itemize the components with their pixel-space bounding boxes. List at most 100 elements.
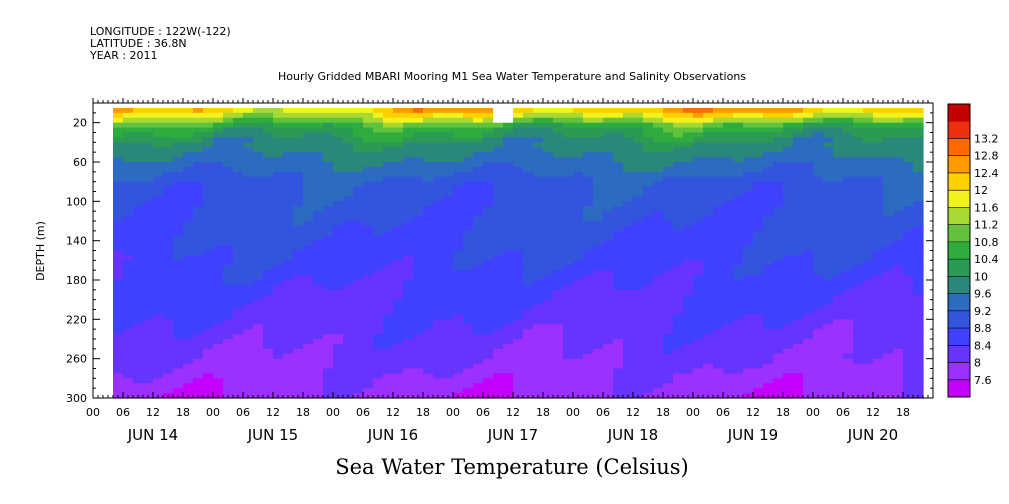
heatmap-cell: [383, 363, 394, 370]
heatmap-cell: [493, 181, 504, 188]
heatmap-cell: [273, 142, 284, 148]
heatmap-cell: [423, 147, 434, 153]
heatmap-cell: [443, 260, 454, 266]
heatmap-cell: [293, 284, 304, 291]
heatmap-cell: [303, 314, 314, 320]
heatmap-cell: [863, 127, 874, 134]
heatmap-cell: [743, 142, 754, 148]
heatmap-cell: [123, 275, 134, 281]
heatmap-cell: [763, 343, 774, 350]
heatmap-cell: [203, 275, 214, 281]
heatmap-cell: [163, 235, 174, 242]
heatmap-cell: [373, 309, 384, 316]
heatmap-cell: [883, 132, 894, 139]
heatmap-cell: [603, 107, 614, 114]
heatmap-cell: [183, 147, 194, 153]
heatmap-cell: [693, 343, 704, 350]
heatmap-cell: [543, 191, 554, 198]
heatmap-cell: [523, 304, 534, 311]
heatmap-cell: [233, 270, 244, 276]
heatmap-cell: [233, 363, 244, 370]
heatmap-cell: [313, 363, 324, 370]
heatmap-cell: [913, 196, 924, 202]
heatmap-cell: [273, 250, 284, 257]
heatmap-cell: [693, 265, 704, 271]
heatmap-cell: [303, 201, 314, 207]
heatmap-cell: [553, 304, 564, 311]
heatmap-cell: [113, 358, 124, 365]
heatmap-cell: [313, 147, 324, 153]
heatmap-cell: [393, 299, 404, 306]
heatmap-cell: [653, 388, 664, 394]
heatmap-cell: [333, 343, 344, 350]
heatmap-cell: [843, 201, 854, 207]
heatmap-cell: [663, 137, 674, 143]
heatmap-cell: [853, 122, 864, 129]
heatmap-cell: [153, 107, 164, 114]
heatmap-cell: [653, 383, 664, 389]
heatmap-cell: [833, 112, 844, 119]
heatmap-cell: [313, 112, 324, 119]
heatmap-cell: [353, 358, 364, 365]
colorbar-frame: [947, 103, 971, 398]
heatmap-cell: [303, 142, 314, 148]
heatmap-cell: [123, 373, 134, 379]
heatmap-cell: [323, 388, 334, 394]
heatmap-cell: [193, 343, 204, 350]
heatmap-cell: [303, 112, 314, 119]
heatmap-cell: [363, 157, 374, 163]
colorbar-swatch: [948, 207, 970, 226]
heatmap-cell: [593, 181, 604, 188]
heatmap-cell: [213, 186, 224, 193]
heatmap-cell: [913, 304, 924, 311]
heatmap-cell: [273, 304, 284, 311]
heatmap-cell: [913, 270, 924, 276]
chart-title: Hourly Gridded MBARI Mooring M1 Sea Wate…: [278, 70, 746, 83]
heatmap-cell: [433, 137, 444, 143]
heatmap-cell: [723, 250, 734, 257]
heatmap-cell: [133, 363, 144, 370]
heatmap-cell: [583, 181, 594, 188]
heatmap-cell: [263, 137, 274, 143]
heatmap-cell: [163, 225, 174, 232]
heatmap-cell: [693, 147, 704, 153]
heatmap-cell: [513, 206, 524, 212]
heatmap-cell: [183, 348, 194, 355]
heatmap-cell: [553, 324, 564, 330]
heatmap-cell: [433, 324, 444, 330]
heatmap-cell: [383, 162, 394, 168]
heatmap-cell: [873, 275, 884, 281]
heatmap-cell: [223, 201, 234, 207]
heatmap-cell: [283, 378, 294, 384]
heatmap-cell: [513, 250, 524, 257]
heatmap-cell: [903, 196, 914, 202]
heatmap-cell: [483, 230, 494, 237]
heatmap-cell: [313, 353, 324, 360]
heatmap-cell: [473, 240, 484, 247]
heatmap-cell: [833, 265, 844, 271]
heatmap-cell: [473, 201, 484, 207]
heatmap-cell: [153, 147, 164, 153]
plot-area: [113, 107, 924, 399]
heatmap-cell: [863, 255, 874, 261]
heatmap-cell: [643, 280, 654, 286]
heatmap-cell: [153, 368, 164, 375]
y-tick-label: 260: [66, 353, 87, 366]
heatmap-cell: [143, 260, 154, 266]
heatmap-cell: [903, 324, 914, 330]
heatmap-cell: [153, 211, 164, 217]
heatmap-cell: [513, 235, 524, 242]
heatmap-cell: [343, 147, 354, 153]
heatmap-cell: [243, 127, 254, 134]
heatmap-cell: [403, 265, 414, 271]
heatmap-cell: [773, 225, 784, 232]
heatmap-cell: [873, 127, 884, 134]
heatmap-cell: [363, 368, 374, 375]
heatmap-cell: [783, 284, 794, 291]
heatmap-cell: [793, 378, 804, 384]
y-tick-label: 140: [66, 235, 87, 248]
heatmap-cell: [903, 299, 914, 306]
heatmap-cell: [393, 289, 404, 296]
heatmap-cell: [433, 280, 444, 286]
heatmap-cell: [493, 280, 504, 286]
